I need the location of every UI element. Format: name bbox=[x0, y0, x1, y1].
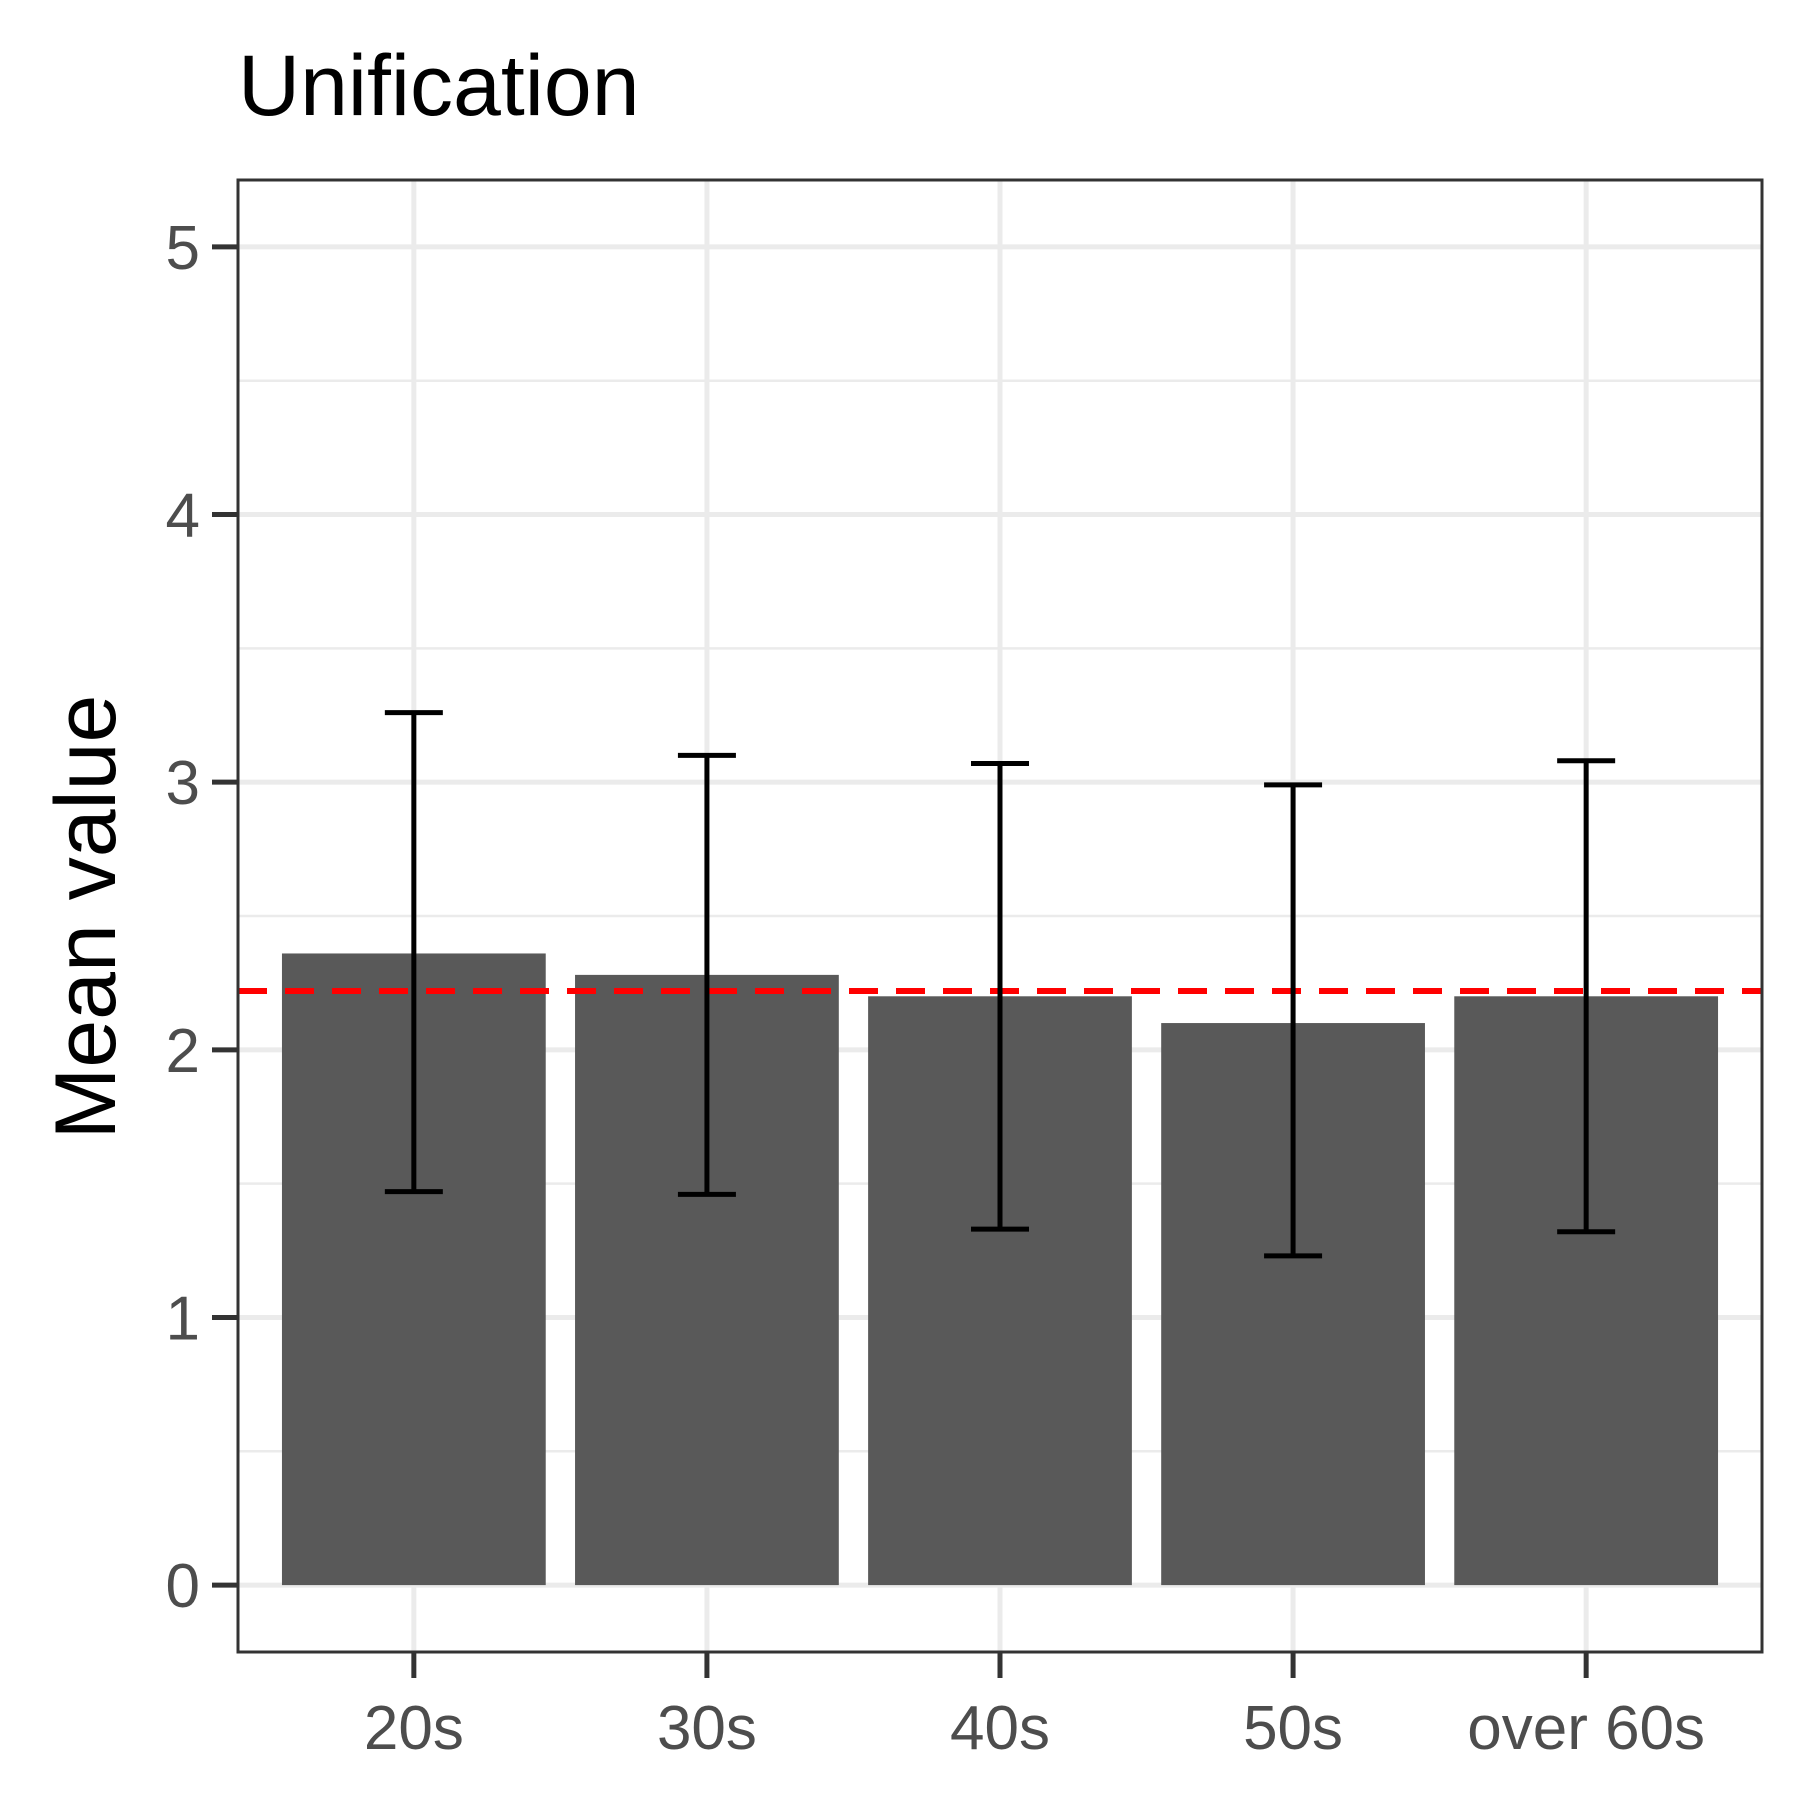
x-tick-label: 30s bbox=[657, 1694, 757, 1763]
x-axis: 20s 30s 40s 50s over 60s bbox=[364, 1652, 1705, 1763]
error-bar bbox=[1557, 758, 1616, 1235]
error-bar bbox=[384, 710, 443, 1195]
y-axis: 0 1 2 3 4 5 bbox=[166, 214, 238, 1621]
error-bar bbox=[1264, 782, 1323, 1259]
x-tick-label: over 60s bbox=[1467, 1694, 1705, 1763]
error-bar bbox=[677, 752, 736, 1197]
chart-title: Unification bbox=[238, 38, 640, 134]
y-tick-label: 4 bbox=[166, 482, 200, 551]
y-axis-label: Mean value bbox=[38, 695, 134, 1140]
y-tick-label: 2 bbox=[166, 1017, 200, 1086]
y-tick-label: 5 bbox=[166, 214, 200, 283]
x-tick-label: 20s bbox=[364, 1694, 464, 1763]
y-tick-label: 3 bbox=[166, 749, 200, 818]
error-bar bbox=[971, 760, 1029, 1232]
x-tick-label: 50s bbox=[1243, 1694, 1343, 1763]
y-tick-label: 1 bbox=[166, 1284, 200, 1353]
error-bars bbox=[384, 710, 1616, 1259]
y-tick-label: 0 bbox=[166, 1552, 200, 1621]
x-tick-label: 40s bbox=[950, 1694, 1050, 1763]
